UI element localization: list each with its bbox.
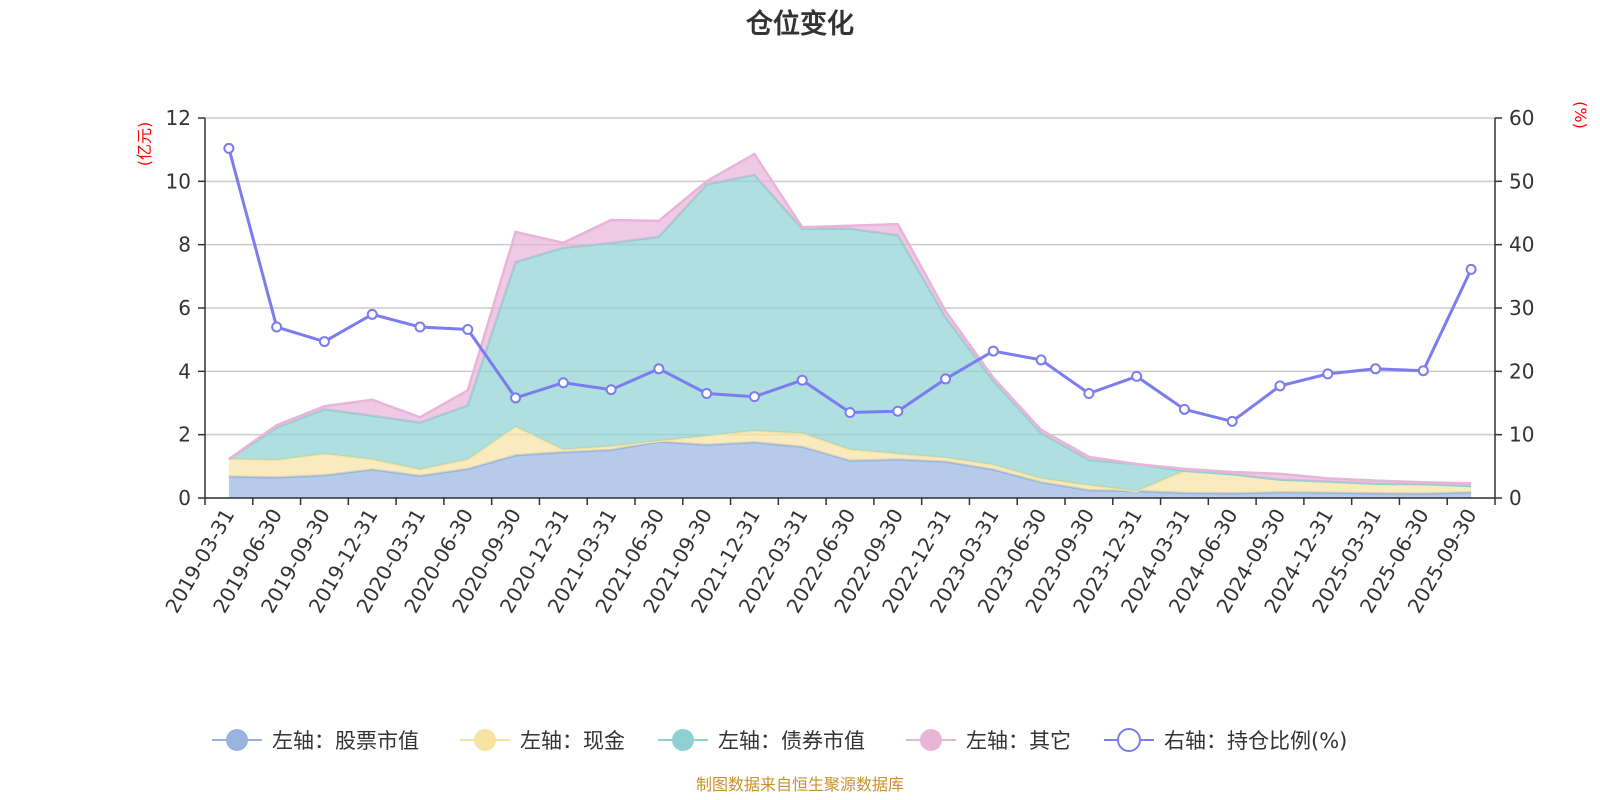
ratio-point <box>940 373 952 385</box>
ratio-point <box>1274 380 1286 392</box>
area-series-0 <box>228 441 1472 498</box>
legend-marker <box>1117 728 1141 752</box>
ratio-point <box>1226 415 1238 427</box>
legend-label: 左轴：其它 <box>966 729 1071 753</box>
left-tick-label: 2 <box>178 423 191 447</box>
right-tick-label: 20 <box>1509 359 1534 383</box>
legend-item: 左轴：其它 <box>906 729 1071 753</box>
legend-marker <box>474 729 496 751</box>
ratio-point <box>892 405 904 417</box>
ratio-point <box>605 384 617 396</box>
ratio-point <box>462 324 474 336</box>
left-tick-label: 8 <box>178 233 191 257</box>
ratio-point <box>414 321 426 333</box>
ratio-point <box>987 345 999 357</box>
right-tick-label: 0 <box>1509 486 1522 510</box>
left-tick-label: 0 <box>178 486 191 510</box>
ratio-point <box>1035 354 1047 366</box>
right-tick-label: 50 <box>1509 169 1534 193</box>
left-tick-label: 10 <box>166 169 191 193</box>
ratio-point <box>510 392 522 404</box>
ratio-point <box>1465 263 1477 275</box>
data-source-note: 制图数据来自恒生聚源数据库 <box>696 775 904 794</box>
legend-marker <box>920 729 942 751</box>
chart-title: 仓位变化 <box>745 8 854 40</box>
ratio-point <box>1178 403 1190 415</box>
ratio-point <box>701 388 713 399</box>
legend-label: 左轴：债券市值 <box>718 729 865 753</box>
legend-label: 右轴：持仓比例(%) <box>1164 729 1347 753</box>
right-tick-label: 40 <box>1509 233 1534 257</box>
ratio-point <box>271 321 283 333</box>
ratio-point <box>748 391 760 403</box>
ratio-point <box>1370 363 1382 375</box>
legend: 左轴：股票市值 左轴：现金 左轴：债券市值 左轴：其它 右轴：持仓比例(%) <box>212 728 1347 753</box>
legend-item: 左轴：股票市值 <box>212 729 419 753</box>
legend-label: 左轴：股票市值 <box>272 729 419 753</box>
right-tick-label: 30 <box>1509 296 1534 320</box>
ratio-point <box>1083 388 1095 399</box>
right-axis-unit: (%) <box>1571 101 1590 129</box>
legend-item: 左轴：现金 <box>460 729 625 753</box>
right-tick-label: 60 <box>1509 106 1534 130</box>
ratio-point <box>557 377 569 389</box>
ratio-line-layer <box>223 142 1477 427</box>
stacked-areas <box>228 152 1472 498</box>
legend-marker <box>226 729 248 751</box>
legend-item: 左轴：债券市值 <box>658 729 865 753</box>
legend-label: 左轴：现金 <box>520 729 625 753</box>
ratio-point <box>796 374 808 386</box>
ratio-point <box>223 142 235 154</box>
legend-item: 右轴：持仓比例(%) <box>1104 728 1347 753</box>
area-series-1 <box>228 426 1472 494</box>
ratio-point <box>1322 368 1334 380</box>
left-tick-label: 6 <box>178 296 191 320</box>
left-tick-label: 4 <box>178 359 191 383</box>
ratio-point <box>318 336 330 348</box>
legend-marker <box>672 729 694 751</box>
ratio-point <box>844 407 856 418</box>
area-edge-series-3 <box>228 152 1472 485</box>
left-axis-unit: (亿元) <box>135 122 154 167</box>
ratio-point <box>653 363 665 375</box>
area-series-2 <box>228 175 1472 491</box>
right-tick-label: 10 <box>1509 423 1534 447</box>
ratio-point <box>1131 370 1143 382</box>
left-tick-label: 12 <box>166 106 191 130</box>
ratio-point <box>366 308 378 320</box>
ratio-point <box>1417 365 1429 377</box>
